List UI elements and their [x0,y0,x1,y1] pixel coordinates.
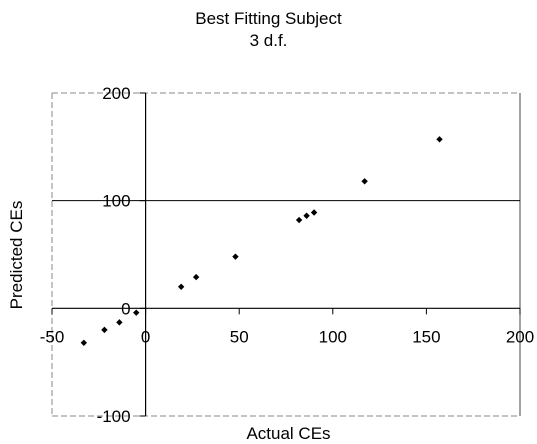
y-tick-label: -100 [97,407,131,426]
data-point [310,209,318,216]
y-tick-label: 0 [121,299,130,318]
data-point [192,273,200,281]
data-point [295,216,303,224]
y-axis-label: Predicted CEs [7,200,26,310]
x-tick-label: 150 [412,327,440,346]
x-tick-label: -50 [40,327,65,346]
data-point [116,319,123,326]
data-point [436,136,443,143]
data-point [133,309,140,316]
x-tick-label: 50 [230,327,249,346]
tick-labels: -50 0 50 100 150 200 -100 0 100 200 [40,84,534,426]
y-tick-label: 100 [102,192,130,211]
data-point [177,283,185,290]
x-tick-label: 0 [141,327,150,346]
chart-title: Best Fitting Subject [195,9,342,28]
data-point [361,178,368,185]
chart-subtitle: 3 d.f. [249,31,288,50]
data-point [101,326,108,334]
x-tick-label: 100 [319,327,347,346]
data-point [232,253,239,260]
x-tick-label: 200 [506,327,534,346]
axes [51,92,521,417]
x-axis-label: Actual CEs [246,424,331,443]
data-point [303,212,310,219]
data-points [80,136,443,346]
plot-frame [51,92,521,417]
data-point [80,339,88,346]
y-tick-label: 200 [102,84,130,103]
